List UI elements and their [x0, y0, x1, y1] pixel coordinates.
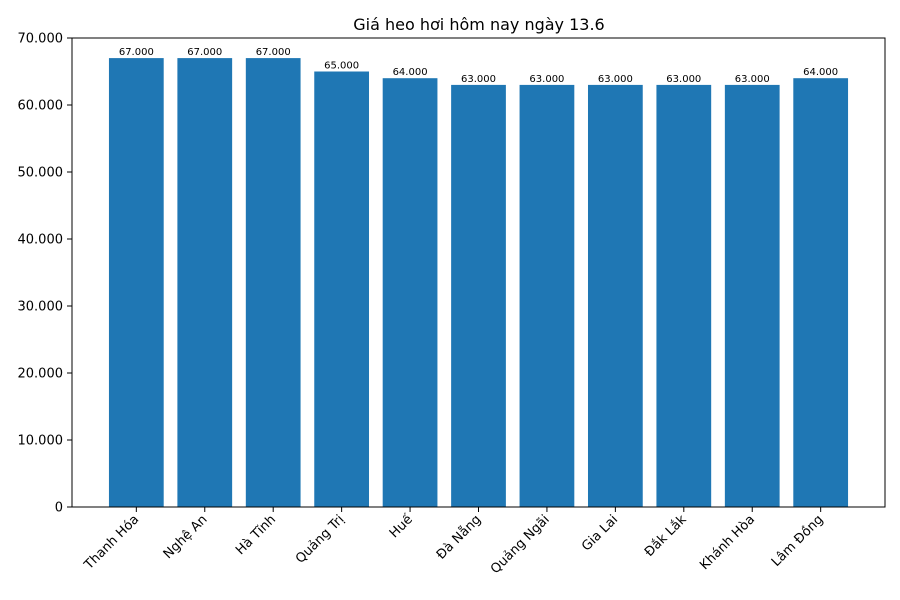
y-tick-label-4: 40.000: [18, 233, 64, 248]
y-tick-label-2: 20.000: [18, 367, 64, 382]
x-tick-label-3: Quảng Trị: [293, 512, 347, 566]
bar-4: [382, 78, 438, 507]
x-axis: Thanh Hóa Nghệ An Hà Tĩnh Quảng Trị Huế Đà Nẵ…: [81, 507, 827, 577]
bar-value-label-2: 67.000: [256, 47, 291, 58]
chart-title: Giá heo hơi hôm nay ngày 13.6: [353, 15, 604, 34]
bar-value-label-1: 67.000: [187, 47, 222, 58]
y-tick-label-5: 50.000: [18, 166, 64, 181]
bar-6: [519, 84, 575, 508]
bar-value-label-0: 67.000: [119, 47, 154, 58]
bar-value-label-9: 63.000: [735, 74, 770, 85]
x-tick-label-0: Thanh Hóa: [81, 512, 142, 573]
x-tick-label-7: Gia Lai: [579, 512, 621, 554]
bar-value-label-5: 63.000: [461, 74, 496, 85]
y-tick-label-6: 60.000: [18, 99, 64, 114]
x-tick-label-4: Huế: [387, 512, 416, 541]
bar-value-label-3: 65.000: [324, 61, 359, 72]
bar-9: [724, 84, 780, 508]
x-tick-label-10: Lâm Đồng: [769, 512, 827, 570]
bar-value-label-6: 63.000: [529, 74, 564, 85]
bar-0: [108, 58, 164, 507]
x-tick-label-2: Hà Tĩnh: [233, 512, 279, 558]
bar-value-label-10: 64.000: [803, 67, 838, 78]
bar-3: [314, 71, 370, 507]
x-tick-label-9: Khánh Hòa: [697, 512, 758, 573]
x-tick-label-8: Đắk Lắk: [642, 512, 690, 560]
y-tick-label-1: 10.000: [18, 434, 64, 449]
y-tick-label-7: 70.000: [18, 32, 64, 47]
bar-10: [793, 78, 849, 507]
bar-5: [451, 84, 506, 508]
y-tick-label-0: 0: [55, 501, 63, 516]
bar-value-label-8: 63.000: [666, 74, 701, 85]
x-tick-label-6: Quảng Ngãi: [488, 512, 553, 577]
bar-value-label-4: 64.000: [393, 67, 428, 78]
bar-labels-layer: 67.000 67.000 67.000 65.000 64.000 63.000 63.0…: [119, 47, 838, 85]
x-tick-label-1: Nghệ An: [161, 512, 211, 562]
bars-layer: [108, 58, 849, 508]
bar-8: [656, 84, 712, 508]
plot-frame: [71, 37, 886, 508]
bar-1: [177, 58, 233, 507]
bar-value-label-7: 63.000: [598, 74, 633, 85]
x-tick-label-5: Đà Nẵng: [434, 512, 484, 562]
y-axis: 0 10.000 20.000 30.000 40.000 50.000 60.000 70.…: [18, 32, 72, 516]
y-tick-label-3: 30.000: [18, 300, 64, 315]
bar-2: [245, 58, 301, 507]
bar-7: [587, 84, 643, 508]
